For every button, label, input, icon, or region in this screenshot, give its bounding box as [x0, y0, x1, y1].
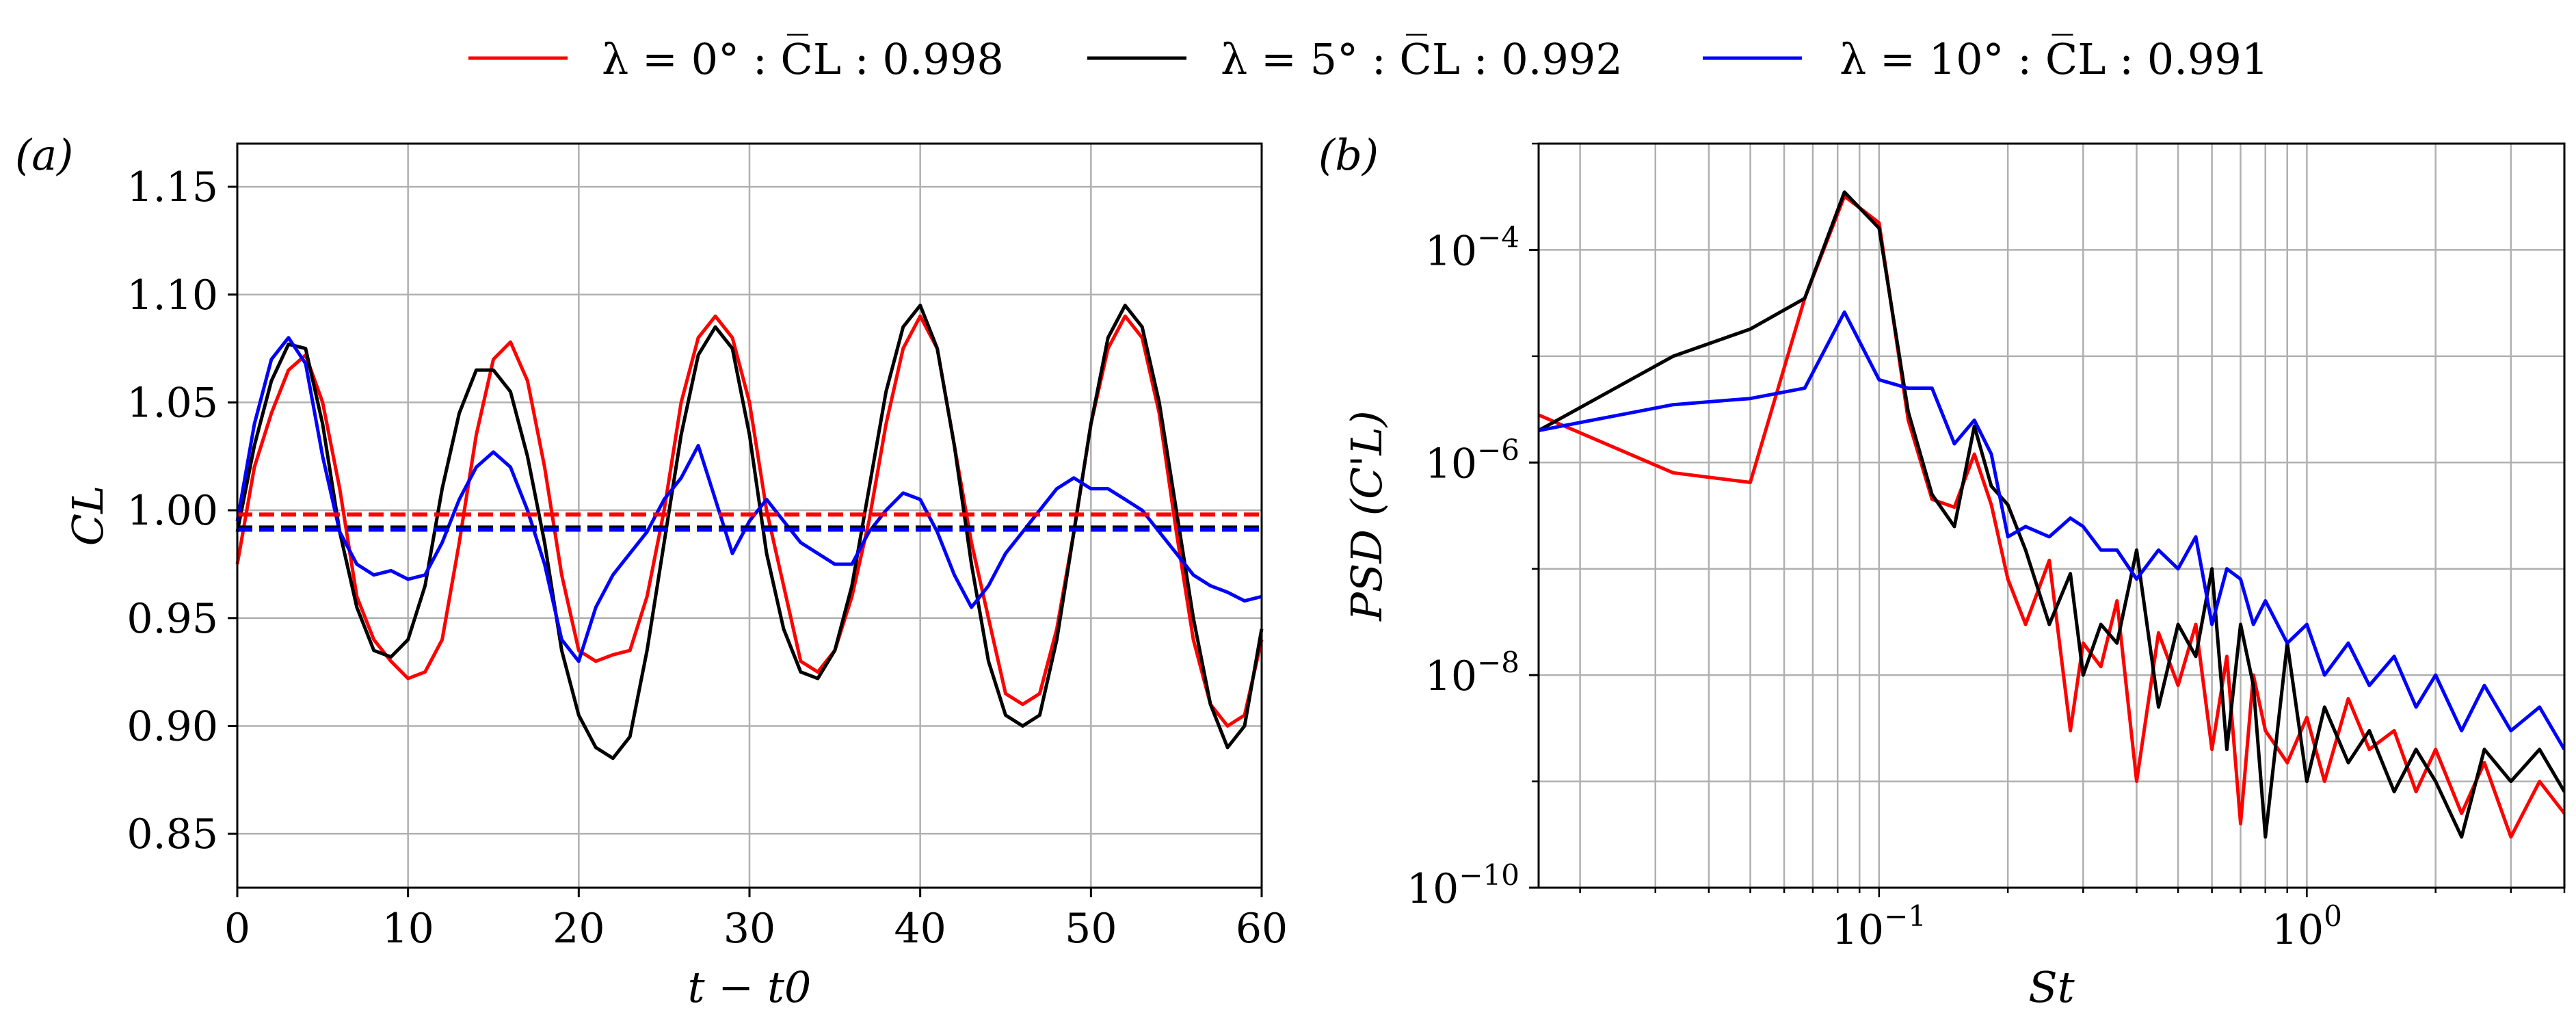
panel-b-series-line-0: [1539, 194, 2564, 839]
panel-b-series: [1539, 190, 2564, 839]
panel-a-series-line-2: [235, 336, 1262, 663]
panel-a-xtick-label: 0: [224, 905, 250, 953]
panel-a-ticks: 0 10 20 30 40 50 60 0.85 0.90 0.95 1.00 1.05 1.10 1.1…: [127, 163, 1288, 953]
panel-a-label: (a): [15, 130, 73, 180]
panel-a-ytick-label: 0.95: [127, 595, 218, 643]
panel-b-label: (b): [1318, 130, 1379, 180]
legend-label-2: λ = 10° : C̅L : 0.991: [1840, 34, 2268, 84]
panel-a-xtick-label: 50: [1065, 905, 1117, 953]
panel-b: (b) 10−1 100 10−10 10−8 10−6 10−4 St PSD (C'L…: [1318, 130, 2566, 1012]
panel-a-ylabel: CL: [63, 486, 113, 546]
panel-a-series-line-1: [235, 304, 1264, 760]
panel-a-xtick-label: 60: [1236, 905, 1288, 953]
panel-b-ytick-label: 10−10: [1407, 858, 1519, 913]
panel-a-frame: [236, 142, 1263, 889]
panel-b-xtick-label: 10−1: [1832, 899, 1926, 954]
legend: λ = 0° : C̅L : 0.998 λ = 5° : C̅L : 0.99…: [468, 34, 2268, 84]
panel-b-xlabel: St: [2028, 962, 2074, 1012]
panel-b-ytick-label: 10−6: [1425, 433, 1519, 488]
panel-a: (a) 0 10 20 30 40 50 60 0.85 0.90 0.95 1.00 1.05 1.1…: [15, 130, 1288, 1012]
panel-a-ytick-label: 1.10: [127, 272, 218, 319]
panel-b-ylabel: PSD (C'L): [1342, 410, 1392, 622]
panel-a-ytick-label: 0.85: [127, 810, 218, 858]
panel-b-ytick-label: 10−4: [1425, 220, 1519, 275]
legend-label-0: λ = 0° : C̅L : 0.998: [602, 34, 1004, 84]
panel-a-ytick-label: 1.15: [127, 163, 218, 211]
panel-b-series-group: [1539, 190, 2564, 839]
panel-a-series: [235, 304, 1264, 760]
panel-b-xtick-label: 100: [2272, 899, 2342, 954]
panel-b-series-line-2: [1539, 310, 2564, 751]
panel-b-series-line-1: [1539, 190, 2564, 839]
panel-a-xtick-label: 20: [553, 905, 605, 953]
panel-a-xlabel: t − t0: [688, 962, 812, 1012]
panel-a-ytick-label: 1.00: [127, 487, 218, 535]
panel-b-frame: [1537, 142, 2566, 889]
panel-a-xtick-label: 40: [894, 905, 946, 953]
panel-a-ytick-label: 0.90: [127, 702, 218, 750]
panel-a-xtick-label: 30: [723, 905, 775, 953]
legend-label-1: λ = 5° : C̅L : 0.992: [1221, 34, 1623, 84]
panel-b-ytick-label: 10−8: [1425, 646, 1519, 700]
panel-a-xtick-label: 10: [382, 905, 434, 953]
panel-a-ytick-label: 1.05: [127, 379, 218, 427]
